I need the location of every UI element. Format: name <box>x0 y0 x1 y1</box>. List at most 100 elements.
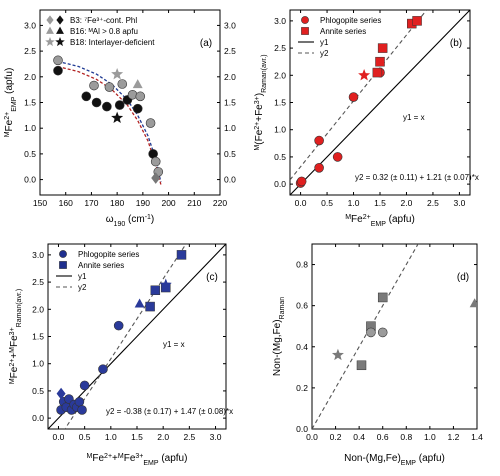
plot-area <box>53 55 164 185</box>
data-point <box>314 135 324 146</box>
data-point <box>145 118 156 128</box>
x-tick-label: 220 <box>213 198 227 208</box>
x-tick-label: 210 <box>187 198 201 208</box>
annotation-y2: y2 = 0.32 (± 0.11) + 1.21 (± 0.07)*x <box>355 173 479 182</box>
label-part: Non-(Mg,Fe) <box>344 453 401 464</box>
plot-area <box>48 244 226 429</box>
legend-label: B3: ⁷Fe³⁺-cont. Phl <box>70 16 137 25</box>
fit-curve-0 <box>57 60 162 183</box>
data-point <box>469 298 477 308</box>
data-point <box>79 380 90 391</box>
data-point <box>296 176 307 187</box>
label-part: ) <box>151 214 154 225</box>
data-point <box>102 101 112 112</box>
data-point <box>366 327 376 338</box>
annotation-y1: y1 = x <box>163 340 185 349</box>
y-axis-label: Non-(Mg,Fe)Raman <box>272 297 286 376</box>
legend-label: y1 <box>320 38 329 47</box>
legend-marker-black <box>56 15 64 25</box>
y-tick-label: 2.0 <box>24 72 36 82</box>
data-point <box>332 152 343 162</box>
y-tick-label-right: 0.0 <box>224 175 236 185</box>
label-part: Fe <box>9 366 20 378</box>
x-axis-label: MFe2+EMP (apfu) <box>345 214 415 228</box>
legend-label: Annite series <box>320 27 366 36</box>
x-tick-label: 170 <box>84 198 98 208</box>
label-part: Fe <box>351 214 363 225</box>
x-tick-label: 0.0 <box>295 198 307 208</box>
annotation-y1: y1 = x <box>403 113 425 122</box>
label-part: Fe <box>92 453 104 464</box>
legend-label: y2 <box>320 49 329 58</box>
data-point <box>331 348 344 361</box>
x-tick-label: 0.5 <box>321 198 333 208</box>
label-part: ) <box>254 93 265 96</box>
y-tick-label-right: 2.0 <box>224 72 236 82</box>
y-tick-label-right: 0.5 <box>224 149 236 159</box>
ref-line-y2 <box>290 10 428 181</box>
data-point <box>53 65 63 76</box>
label-part: 2+ <box>254 122 261 130</box>
label-part: +Fe <box>254 104 265 122</box>
x-tick-label: 3.0 <box>210 432 222 442</box>
legend-label: y1 <box>78 272 87 281</box>
data-point <box>111 111 124 124</box>
x-tick-label: 0.8 <box>400 432 412 442</box>
label-part: ω <box>106 214 114 225</box>
data-point <box>127 89 138 100</box>
data-point <box>314 162 324 173</box>
panel-a: 150 160 170 180 190 200 210 220 0.0 0.0 0.5 0.5 1.0 1… <box>4 9 236 228</box>
x-tick-label: 3.0 <box>453 198 465 208</box>
x-tick-label: 0.5 <box>79 432 91 442</box>
data-point <box>145 301 155 312</box>
y-tick-label: 1.0 <box>274 125 286 135</box>
y-tick-label: 1.0 <box>32 359 44 369</box>
label-part: Raman(avr.) <box>16 289 23 328</box>
data-point <box>412 16 422 26</box>
data-point <box>77 405 87 415</box>
y-tick-label-right: 3.0 <box>224 20 236 30</box>
panel-label: (d) <box>457 272 469 283</box>
x-tick-label: 0.6 <box>377 432 389 442</box>
data-point <box>135 91 146 102</box>
label-part: + <box>112 453 118 464</box>
label-part: Fe <box>4 119 15 131</box>
data-point <box>377 43 388 53</box>
data-point <box>176 250 187 260</box>
y-tick-label: 0.4 <box>296 342 308 352</box>
data-point <box>132 103 143 114</box>
data-point <box>74 396 85 407</box>
data-point <box>113 320 124 331</box>
label-part: M <box>9 378 16 384</box>
y-tick-label: 0.2 <box>296 383 308 393</box>
x-tick-label: 180 <box>110 198 124 208</box>
data-point <box>104 82 115 92</box>
legend-marker-black <box>56 26 64 34</box>
x-axis-label: ω190 (cm-1) <box>106 214 155 228</box>
label-part: EMP <box>401 460 417 467</box>
x-tick-label: 1.5 <box>131 432 143 442</box>
label-part: (apfu) <box>386 214 415 225</box>
x-tick-label: 1.4 <box>471 432 483 442</box>
annotation-y2: y2 = -0.38 (± 0.17) + 1.47 (± 0.08)*x <box>106 407 233 416</box>
label-part: EMP <box>11 96 18 112</box>
label-part: + <box>9 353 20 359</box>
x-axis-label: MFe2++MFe3+EMP (apfu) <box>87 453 188 467</box>
y-tick-label: 1.5 <box>274 98 286 108</box>
y-tick-label: 2.0 <box>274 70 286 80</box>
legend-marker-black <box>55 36 65 47</box>
x-tick-label: 2.5 <box>427 198 439 208</box>
label-part: M <box>254 145 261 151</box>
panel-label: (b) <box>450 38 462 49</box>
data-point <box>150 156 161 167</box>
y-tick-label-right: 1.5 <box>224 98 236 108</box>
y-tick-label: 0.5 <box>24 149 36 159</box>
data-point <box>111 67 124 80</box>
label-part: (apfu) <box>4 68 15 97</box>
y-tick-label-right: 2.5 <box>224 46 236 56</box>
label-part: M <box>118 453 124 460</box>
data-point <box>134 298 145 308</box>
plot-area <box>312 244 477 429</box>
label-part: EMP <box>143 460 159 467</box>
